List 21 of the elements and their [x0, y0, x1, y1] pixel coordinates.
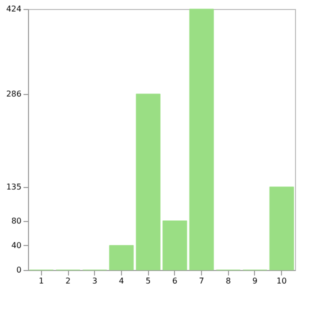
x-tick-label: 4 — [118, 276, 124, 286]
bar — [109, 245, 134, 270]
y-tick-label: 40 — [11, 240, 22, 250]
bar — [189, 8, 214, 270]
x-tick-label: 7 — [199, 276, 204, 286]
x-tick-label: 10 — [276, 276, 287, 286]
y-tick-label: 424 — [6, 4, 22, 14]
x-tick-label: 1 — [38, 276, 44, 286]
x-tick-label: 3 — [92, 276, 98, 286]
x-tick-label: 9 — [252, 276, 258, 286]
y-tick-label: 286 — [6, 89, 22, 98]
y-tick-label: 135 — [6, 182, 22, 192]
bar — [269, 186, 294, 270]
bar — [162, 220, 188, 270]
y-tick-label: 80 — [11, 216, 22, 226]
x-tick-label: 8 — [226, 276, 231, 286]
x-tick-label: 5 — [146, 276, 151, 286]
x-tick-label: 6 — [172, 276, 178, 286]
y-tick-label: 0 — [16, 266, 22, 274]
bar — [136, 94, 160, 270]
x-tick-label: 2 — [66, 276, 71, 286]
